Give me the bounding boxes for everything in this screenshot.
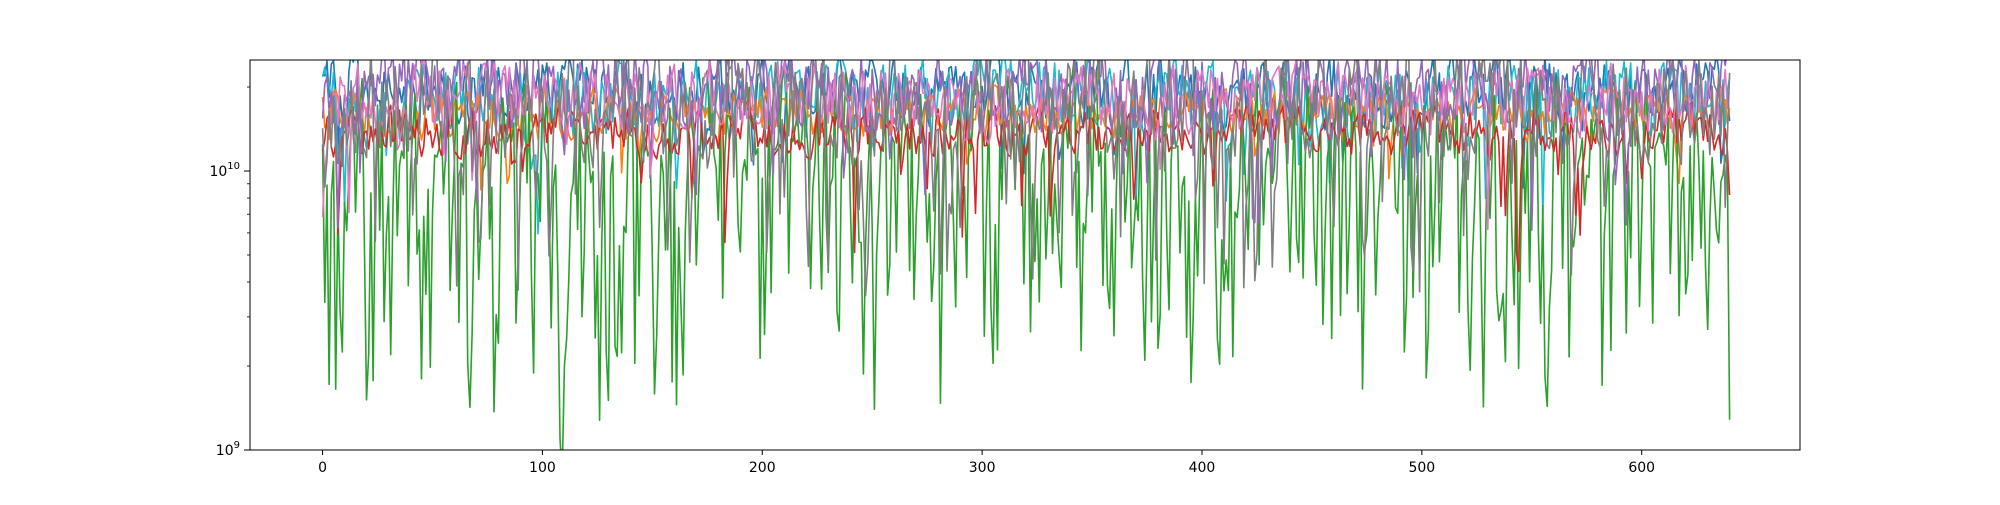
- x-tick-label: 100: [529, 460, 556, 476]
- series-layer: [321, 60, 1731, 450]
- x-axis: 0 100 200 300 400 500 600: [318, 450, 1655, 476]
- y-tick-base: 10: [216, 443, 234, 459]
- y-tick-label: 1010: [209, 161, 240, 180]
- y-tick-exponent: 9: [234, 440, 240, 451]
- x-tick-label: 200: [749, 460, 776, 476]
- x-tick-label: 0: [318, 460, 327, 476]
- series-line-6: [321, 60, 1730, 231]
- y-tick-exponent: 10: [227, 161, 240, 172]
- x-tick-label: 600: [1628, 460, 1655, 476]
- x-tick-label: 500: [1408, 460, 1435, 476]
- x-tick-label: 400: [1189, 460, 1216, 476]
- y-tick-base: 10: [209, 164, 227, 180]
- plot-frame: [249, 59, 1801, 451]
- x-tick-label: 300: [969, 460, 996, 476]
- series-line-7: [321, 60, 1731, 297]
- y-tick-label: 109: [216, 440, 240, 459]
- series-line-4: [321, 98, 1731, 273]
